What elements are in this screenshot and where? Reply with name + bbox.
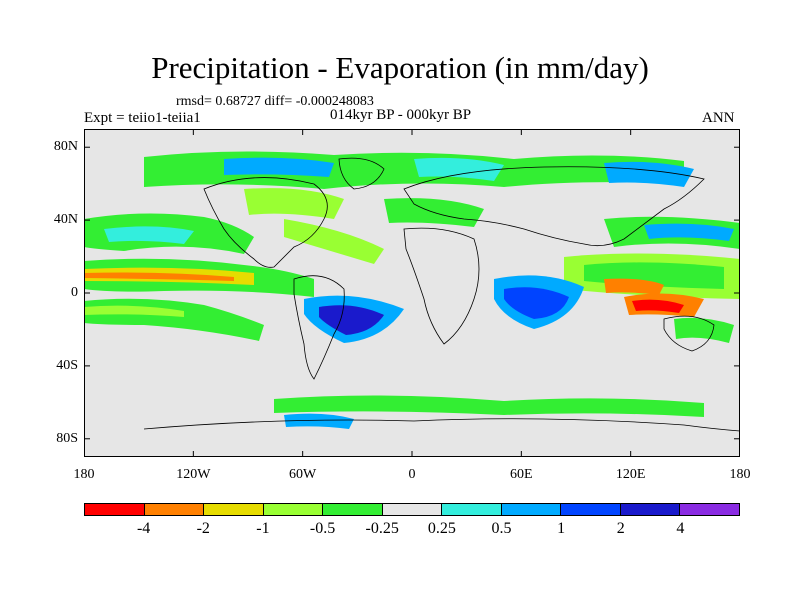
plot-title: Precipitation - Evaporation (in mm/day) <box>151 50 649 85</box>
lon-tick-label: 0 <box>408 467 416 482</box>
colorbar-label: 2 <box>616 520 625 537</box>
lon-tick-label: 120W <box>176 467 211 482</box>
colorbar-box <box>144 504 205 515</box>
lat-tick-label: 40S <box>56 357 78 373</box>
colorbar-box <box>680 504 740 515</box>
lat-tick-label: 0 <box>71 285 78 300</box>
lon-tick-label: 120E <box>615 467 646 482</box>
lat-tick-label: 40N <box>53 212 78 228</box>
colorbar-box <box>204 504 264 515</box>
colorbar-box <box>501 504 562 515</box>
coastlines <box>143 157 740 432</box>
pe-anomaly-field <box>84 151 740 429</box>
colorbar-label: 0.25 <box>427 520 456 537</box>
colorbar-box <box>323 504 383 515</box>
period-label: 014kyr BP - 000kyr BP <box>330 107 472 123</box>
lat-tick-label: 80S <box>56 430 78 446</box>
colorbar-label: -0.25 <box>365 520 399 537</box>
colorbar-box <box>561 504 621 515</box>
map-svg <box>84 129 740 457</box>
colorbar-label: -1 <box>256 520 270 537</box>
map-panel <box>84 129 740 457</box>
colorbar-box <box>263 504 324 515</box>
lon-tick-label: 180 <box>729 467 751 482</box>
colorbar-box <box>442 504 502 515</box>
colorbar-label: -2 <box>196 520 210 537</box>
colorbar-box <box>620 504 681 515</box>
experiment-label: Expt = teiio1-teiia1 <box>84 110 201 126</box>
lat-tick-label: 80N <box>53 139 78 155</box>
colorbar-box <box>85 504 145 515</box>
lon-tick-label: 60E <box>510 467 533 482</box>
rmsd-diff-stats: rmsd= 0.68727 diff= -0.000248083 <box>176 94 374 109</box>
colorbar-label: -0.5 <box>309 520 336 537</box>
colorbar <box>84 503 740 516</box>
colorbar-label: 4 <box>676 520 685 537</box>
colorbar-label: -4 <box>136 520 151 537</box>
colorbar-label: 0.5 <box>491 520 512 537</box>
lon-tick-label: 60W <box>289 467 317 482</box>
colorbar-label: 1 <box>557 520 566 537</box>
lon-tick-label: 180 <box>73 467 95 482</box>
colorbar-box <box>382 504 443 515</box>
season-label: ANN <box>702 110 735 126</box>
tick-marks <box>84 129 740 457</box>
